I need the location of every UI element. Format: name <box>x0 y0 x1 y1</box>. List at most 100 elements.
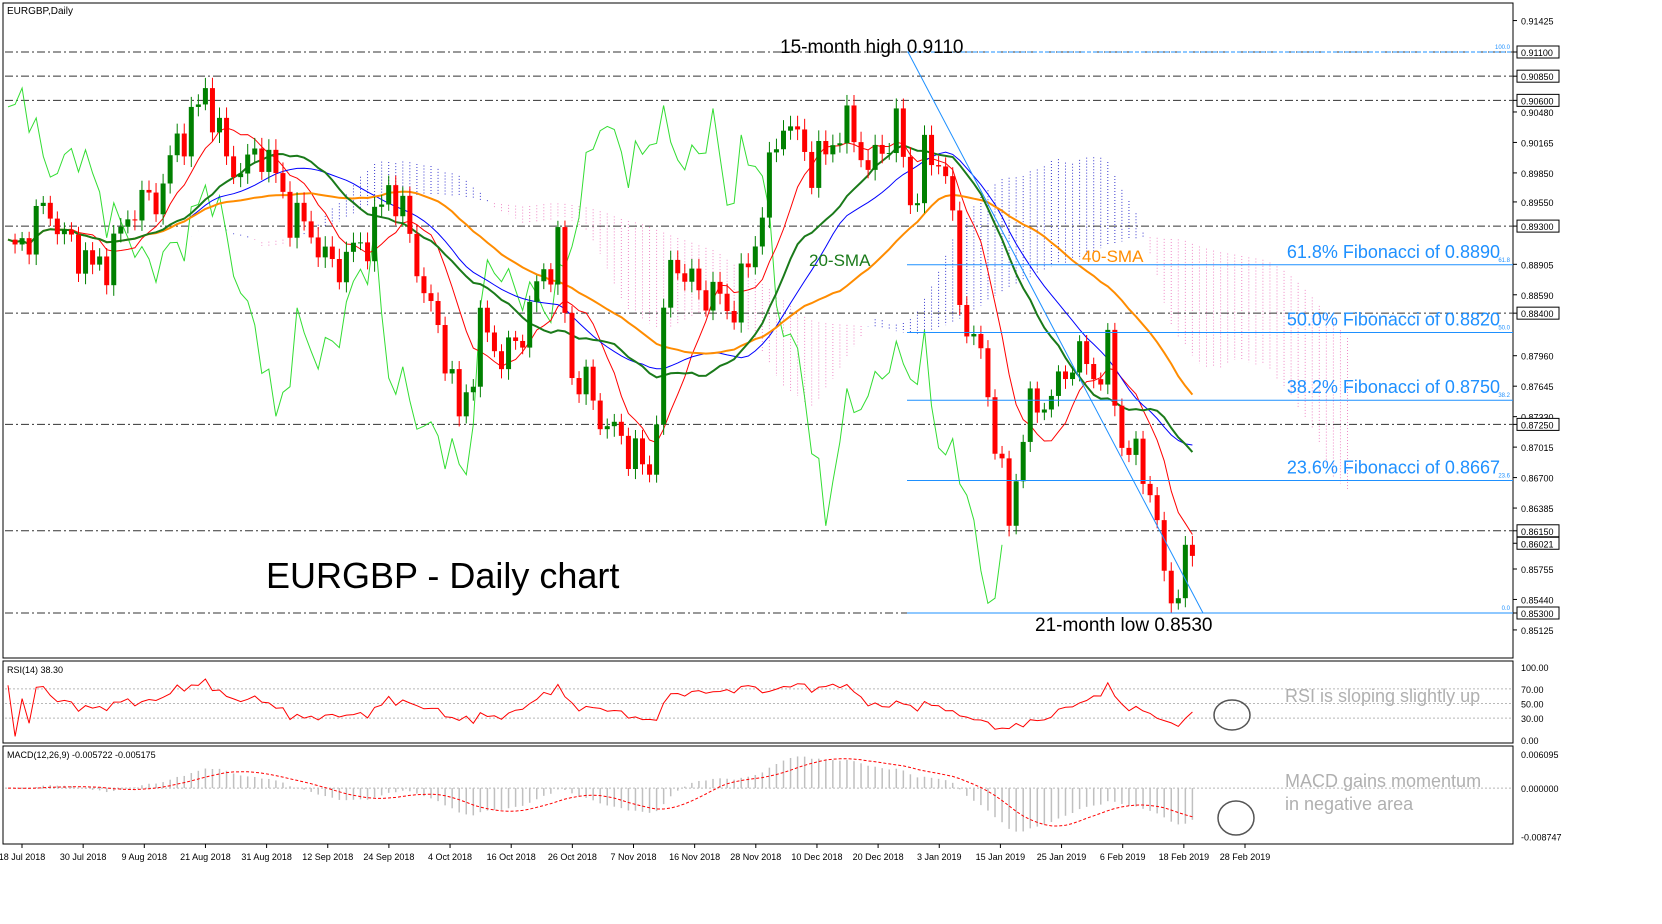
time-tick-label: 10 Dec 2018 <box>791 852 842 862</box>
candle-body <box>160 183 166 215</box>
candle-body <box>33 205 39 255</box>
sma20-line <box>7 144 1194 453</box>
candle-body <box>872 144 878 170</box>
candle-body <box>816 141 822 188</box>
price-tick-label: 0.86150 <box>1521 527 1554 537</box>
candle-body <box>463 392 469 417</box>
price-label-box <box>1516 219 1560 233</box>
fibonacci-level-text: 38.2% Fibonacci of 0.8750 <box>1287 377 1500 397</box>
candle-body <box>1006 458 1012 526</box>
candle-body <box>19 238 25 245</box>
candle-body <box>47 202 53 219</box>
low-annotation: 21-month low 0.8530 <box>1035 615 1212 636</box>
time-tick-label: 3 Jan 2019 <box>917 852 962 862</box>
macd-panel-frame <box>2 745 1514 845</box>
candle-body <box>1055 371 1061 396</box>
candle-body <box>611 421 617 427</box>
candle-body <box>851 105 857 143</box>
candle-body <box>329 246 335 259</box>
time-tick-label: 28 Feb 2019 <box>1220 852 1271 862</box>
fibonacci-level-text: 23.6% Fibonacci of 0.8667 <box>1287 457 1500 477</box>
price-tick-label: 0.88905 <box>1521 260 1554 270</box>
candle-body <box>654 424 660 475</box>
candle-body <box>830 145 836 155</box>
price-axis: 0.91425 0.91100 0.90850 0.90600 0.90480 0.901… <box>1513 17 1560 636</box>
candle-body <box>1105 329 1111 385</box>
time-tick-label: 6 Feb 2019 <box>1100 852 1146 862</box>
candle-body <box>1182 544 1188 599</box>
macd-annotation-line1: MACD gains momentum <box>1285 771 1481 791</box>
candle-body <box>809 151 815 188</box>
sma20-label: 20-SMA <box>809 251 871 270</box>
candle-body <box>259 148 265 172</box>
candle-body <box>858 142 864 161</box>
candle-body <box>1063 371 1068 380</box>
lagging-span-line <box>7 86 1003 605</box>
candle-body <box>379 204 385 207</box>
price-tick-label: 0.87015 <box>1521 443 1554 453</box>
candle-body <box>1070 372 1076 380</box>
tenkan-line <box>7 127 1193 535</box>
candle-body <box>294 202 300 238</box>
price-tick-label: 0.85440 <box>1521 595 1554 605</box>
candle-body <box>308 221 314 238</box>
price-label-box <box>1516 536 1560 550</box>
candle-body <box>231 156 237 178</box>
candle-body <box>583 366 589 395</box>
candle-body <box>1154 495 1160 521</box>
macd-tick-label: 0.006095 <box>1521 750 1559 760</box>
price-tick-label: 0.87960 <box>1521 352 1554 362</box>
candle-body <box>54 218 60 235</box>
candle-body <box>287 191 293 238</box>
candle-body <box>795 126 801 130</box>
price-tick-label: 0.85300 <box>1521 609 1554 619</box>
candle-body <box>964 304 970 337</box>
candle-body <box>823 141 829 155</box>
candle-body <box>893 108 899 154</box>
candle-body <box>400 195 406 217</box>
candle-body <box>590 366 596 401</box>
macd-tick-label: 0.000000 <box>1521 784 1559 794</box>
candle-body <box>632 438 638 470</box>
candle-body <box>625 435 631 470</box>
chart-title: EURGBP - Daily chart <box>266 555 619 596</box>
price-tick-label: 0.90850 <box>1521 72 1554 82</box>
macd-tick-label: -0.008747 <box>1521 833 1562 843</box>
main-panel-frame <box>2 2 1514 659</box>
candle-body <box>26 238 32 255</box>
candle-body <box>238 173 244 178</box>
candle-body <box>900 108 906 157</box>
candle-body <box>1147 483 1153 496</box>
candle-body <box>576 378 582 395</box>
candle-body <box>668 259 674 308</box>
fibonacci-ratio-label: 0.0 <box>1502 606 1511 612</box>
macd-title: MACD(12,26,9) -0.005722 -0.005175 <box>7 750 156 760</box>
fibonacci-ratio-label: 23.6 <box>1498 473 1510 479</box>
rsi-circle-marker <box>1213 699 1251 731</box>
candle-body <box>125 219 131 227</box>
time-tick-label: 7 Nov 2018 <box>610 852 656 862</box>
sma40-line <box>7 190 1194 396</box>
candle-body <box>929 134 935 166</box>
candle-body <box>647 464 653 475</box>
rsi-panel-frame <box>2 660 1514 744</box>
price-tick-label: 0.89850 <box>1521 169 1554 179</box>
candle-body <box>1077 341 1083 373</box>
candle-body <box>1027 388 1033 442</box>
candle-body <box>738 263 744 323</box>
price-label-box <box>1516 606 1560 620</box>
candle-body <box>1020 441 1026 482</box>
candle-body <box>943 166 949 177</box>
time-tick-label: 20 Dec 2018 <box>853 852 904 862</box>
price-tick-label: 0.86385 <box>1521 504 1554 514</box>
candle-body <box>365 242 371 262</box>
candle-body <box>950 176 956 211</box>
rsi-annotation: RSI is sloping slightly up <box>1285 686 1480 706</box>
time-tick-label: 31 Aug 2018 <box>241 852 292 862</box>
price-label-box <box>1516 45 1560 59</box>
time-tick-label: 26 Oct 2018 <box>548 852 597 862</box>
candle-body <box>266 149 272 172</box>
candle-body <box>1112 329 1118 406</box>
candle-body <box>435 301 441 326</box>
